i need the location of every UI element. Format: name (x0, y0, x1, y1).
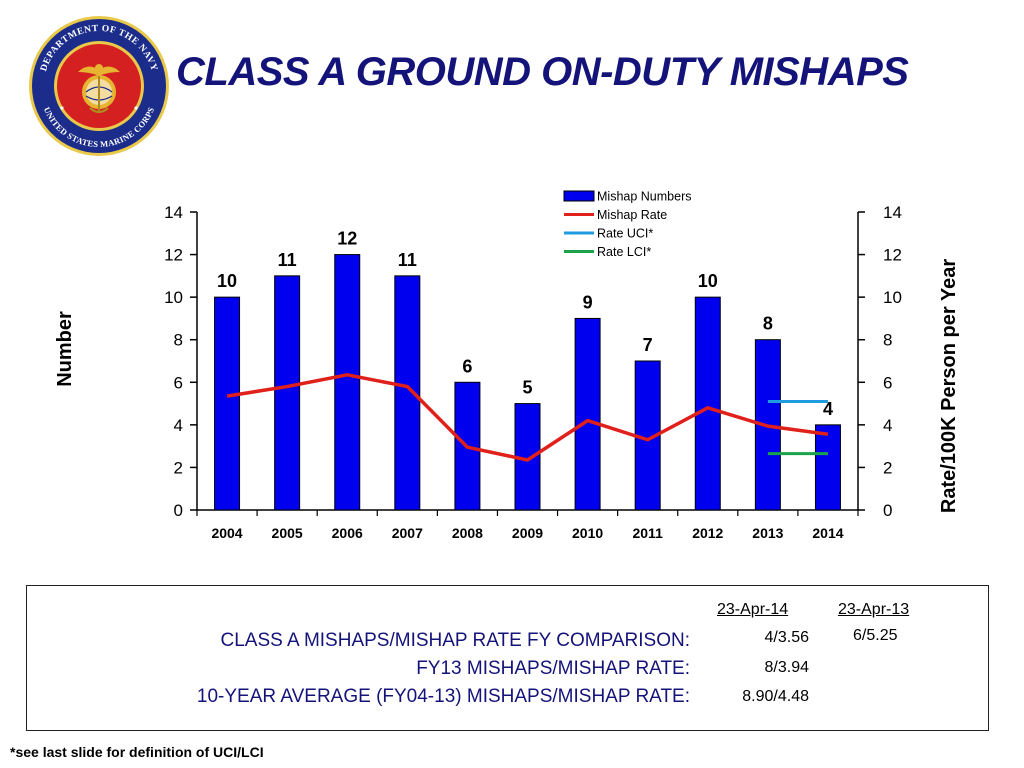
legend-label-1: Mishap Rate (597, 208, 667, 222)
bar-2010 (574, 317, 601, 511)
column-header-apr13: 23-Apr-13 (838, 601, 910, 618)
y-tick-label-left: 14 (164, 203, 183, 222)
column-header-apr14: 23-Apr-14 (717, 601, 789, 618)
y-tick-label-left: 4 (174, 416, 183, 435)
footnote: *see last slide for definition of UCI/LC… (10, 744, 264, 760)
x-tick-label-2012: 2012 (692, 525, 723, 541)
y-tick-label-left: 10 (164, 288, 183, 307)
y-tick-label-right: 8 (883, 331, 892, 350)
x-tick-label-2011: 2011 (632, 525, 663, 541)
x-tick-label-2006: 2006 (332, 525, 363, 541)
y-tick-label-left: 2 (174, 458, 183, 477)
comparison-row-label-1: FY13 MISHAPS/MISHAP RATE: (416, 658, 690, 679)
bar-2014 (814, 424, 841, 511)
y-tick-label-left: 12 (164, 246, 183, 265)
mishap-chart: 0 0 2 2 4 4 6 6 8 8 10 10 12 12 14 14 10 11 12 11 6 5 9 7 10 8 4 20… (54, 190, 960, 542)
mishap-rate-line (226, 373, 829, 462)
page-title: CLASS A GROUND ON-DUTY MISHAPS (176, 50, 909, 94)
data-label-2006: 12 (337, 229, 357, 249)
data-label-2005: 11 (278, 250, 297, 270)
seal-stars (60, 106, 138, 110)
x-tick-label-2004: 2004 (211, 525, 242, 541)
y2-axis-title: Rate/100K Person per Year (938, 259, 960, 513)
legend-label-3: Rate LCI* (597, 245, 651, 259)
legend-swatch-0 (563, 190, 595, 202)
comparison-value-apr13-0: 6/5.25 (853, 627, 898, 644)
data-label-2012: 10 (698, 271, 718, 291)
legend-label-2: Rate UCI* (597, 227, 653, 241)
y-tick-label-left: 0 (174, 501, 183, 520)
bar-2006 (334, 254, 361, 511)
y-tick-label-right: 0 (883, 501, 892, 520)
y-axis-title: Number (54, 311, 76, 387)
x-tick-label-2008: 2008 (452, 525, 483, 541)
y-tick-label-right: 2 (883, 458, 892, 477)
data-label-2008: 6 (462, 356, 472, 376)
y-tick-label-right: 4 (883, 416, 892, 435)
y-tick-label-left: 6 (174, 373, 183, 392)
x-tick-label-2010: 2010 (572, 525, 603, 541)
data-label-2013: 8 (763, 314, 773, 334)
data-label-2010: 9 (583, 292, 593, 312)
comparison-panel (26, 585, 989, 731)
x-tick-label-2009: 2009 (512, 525, 543, 541)
eagle-globe-anchor-icon (78, 64, 120, 114)
y-tick-label-right: 6 (883, 373, 892, 392)
bar-2012 (694, 296, 721, 511)
data-label-2007: 11 (398, 250, 417, 270)
usmc-seal-icon: DEPARTMENT OF THE NAVY UNITED STATES MAR… (29, 16, 169, 156)
y-tick-label-right: 10 (883, 288, 902, 307)
bar-2005 (274, 275, 301, 511)
y-tick-label-right: 12 (883, 246, 902, 265)
legend-label-0: Mishap Numbers (597, 190, 691, 204)
comparison-row-label-0: CLASS A MISHAPS/MISHAP RATE FY COMPARISO… (220, 630, 691, 651)
data-label-2004: 10 (217, 271, 237, 291)
x-tick-label-2013: 2013 (752, 525, 783, 541)
bar-2008 (454, 381, 481, 511)
comparison-value-apr14-0: 4/3.56 (764, 629, 809, 646)
comparison-row-label-2: 10-YEAR AVERAGE (FY04-13) MISHAPS/MISHAP… (196, 686, 690, 707)
comparison-value-apr14-1: 8/3.94 (764, 659, 809, 676)
data-label-2014: 4 (823, 399, 833, 419)
data-label-2009: 5 (522, 378, 532, 398)
data-label-2011: 7 (643, 335, 653, 355)
y-tick-label-left: 8 (174, 331, 183, 350)
x-tick-label-2007: 2007 (392, 525, 423, 541)
comparison-value-apr14-2: 8.90/4.48 (742, 688, 809, 705)
y-tick-label-right: 14 (883, 203, 902, 222)
x-tick-label-2005: 2005 (272, 525, 303, 541)
bar-2004 (214, 296, 241, 511)
x-tick-label-2014: 2014 (812, 525, 843, 541)
